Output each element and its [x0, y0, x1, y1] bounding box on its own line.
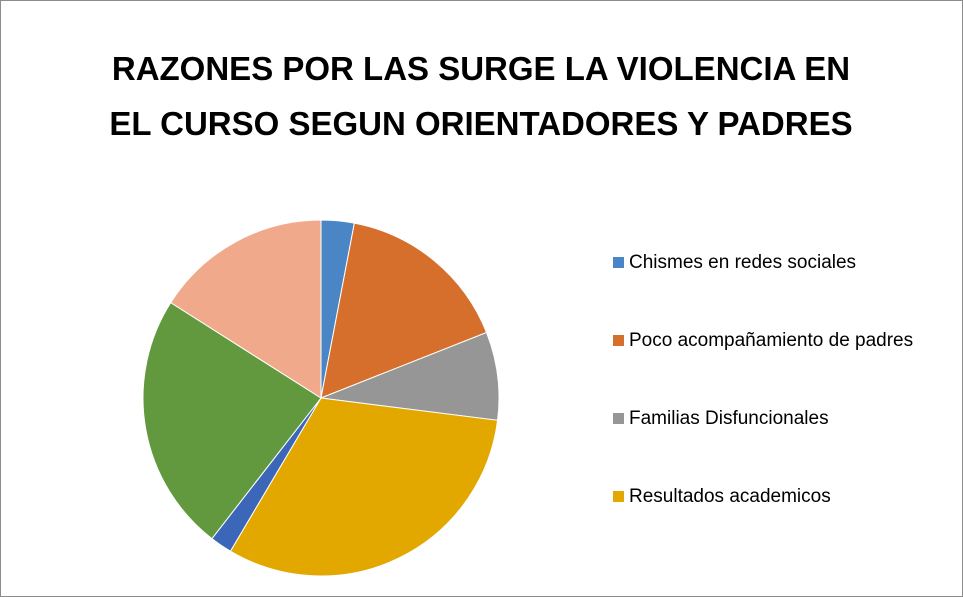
chart-title: RAZONES POR LAS SURGE LA VIOLENCIA EN EL… — [109, 50, 853, 142]
legend-swatch — [613, 335, 624, 346]
legend: Chismes en redes sociales Poco acompañami… — [613, 247, 958, 559]
pie-slice — [229, 397, 499, 577]
legend-item: Resultados academicos — [613, 481, 958, 559]
pie-slice — [320, 222, 488, 399]
legend-item: Poco acompañamiento de padres — [613, 325, 958, 403]
pie — [142, 219, 500, 577]
legend-label: Poco acompañamiento de padres — [629, 330, 914, 351]
legend-swatch — [613, 413, 624, 424]
pie-slice — [142, 301, 322, 540]
pie-slice — [170, 219, 322, 399]
legend-label: Chismes en redes sociales — [629, 252, 857, 273]
pie-slice — [320, 331, 500, 421]
legend-item: Chismes en redes sociales — [613, 247, 958, 325]
legend-swatch — [613, 491, 624, 502]
legend-swatch — [613, 257, 624, 268]
legend-item: Familias Disfuncionales — [613, 403, 958, 481]
legend-label: Familias Disfuncionales — [629, 408, 829, 429]
legend-label: Resultados academicos — [629, 486, 831, 507]
